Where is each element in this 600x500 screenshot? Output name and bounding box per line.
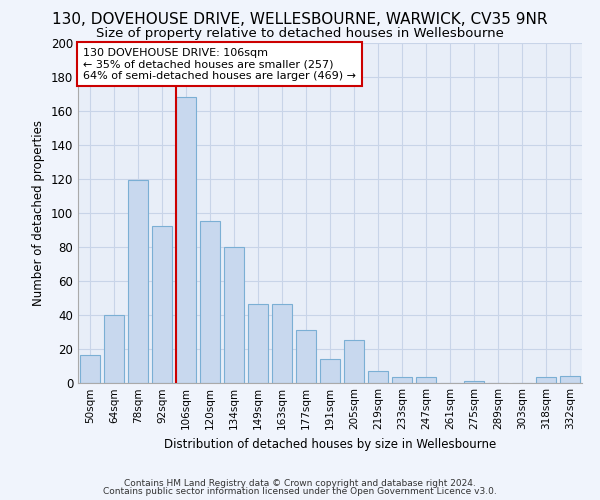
Bar (416, 378, 436, 382)
Bar (296, 330, 316, 382)
Bar (272, 304, 292, 382)
Bar (80, 356, 100, 382)
Bar (176, 97, 196, 382)
Bar (104, 314, 124, 382)
Bar (248, 304, 268, 382)
Text: Contains public sector information licensed under the Open Government Licence v3: Contains public sector information licen… (103, 487, 497, 496)
Bar (320, 358, 340, 382)
Text: Contains HM Land Registry data © Crown copyright and database right 2024.: Contains HM Land Registry data © Crown c… (124, 478, 476, 488)
Bar (344, 340, 364, 382)
X-axis label: Distribution of detached houses by size in Wellesbourne: Distribution of detached houses by size … (164, 438, 496, 451)
Bar (560, 376, 580, 382)
Bar (536, 378, 556, 382)
Y-axis label: Number of detached properties: Number of detached properties (32, 120, 45, 306)
Bar (368, 370, 388, 382)
Bar (464, 381, 484, 382)
Text: Size of property relative to detached houses in Wellesbourne: Size of property relative to detached ho… (96, 28, 504, 40)
Bar (128, 180, 148, 382)
Text: 130, DOVEHOUSE DRIVE, WELLESBOURNE, WARWICK, CV35 9NR: 130, DOVEHOUSE DRIVE, WELLESBOURNE, WARW… (52, 12, 548, 28)
Bar (200, 221, 220, 382)
Bar (392, 378, 412, 382)
Bar (224, 246, 244, 382)
Text: 130 DOVEHOUSE DRIVE: 106sqm
← 35% of detached houses are smaller (257)
64% of se: 130 DOVEHOUSE DRIVE: 106sqm ← 35% of det… (83, 48, 356, 81)
Bar (152, 226, 172, 382)
